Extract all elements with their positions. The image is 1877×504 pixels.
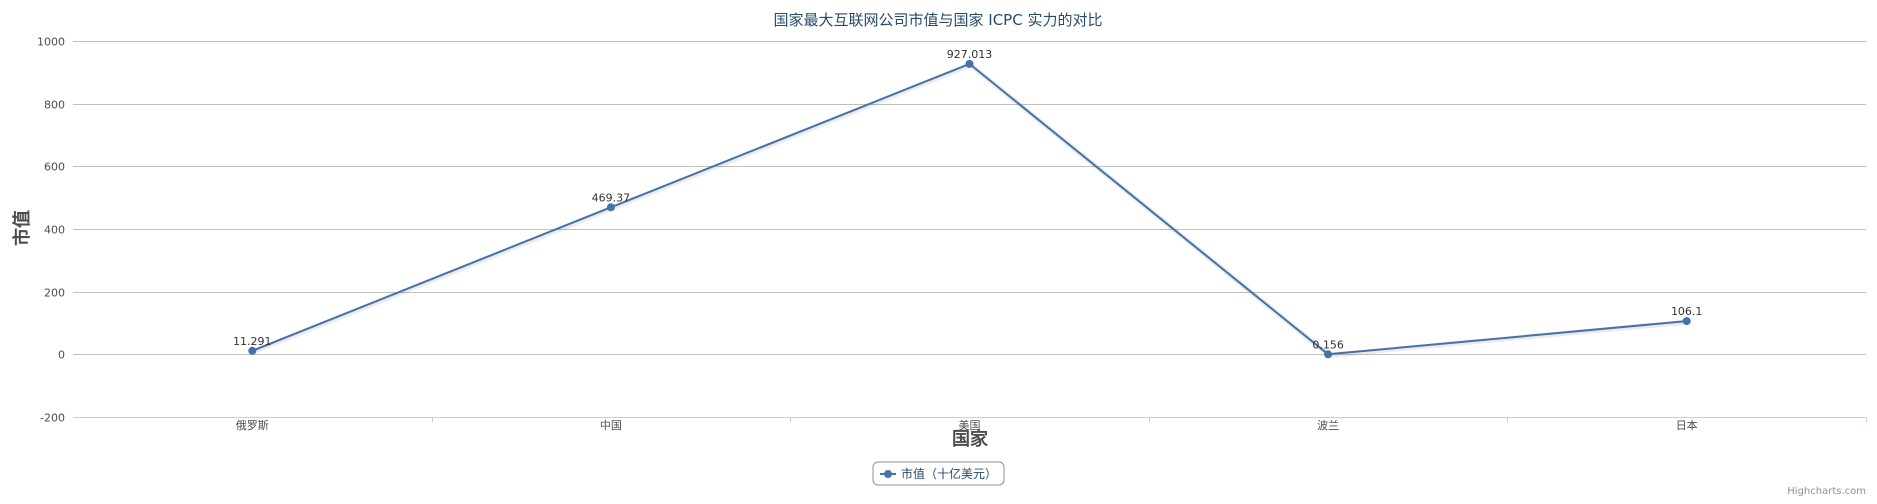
y-tick-label: 200 <box>44 287 65 300</box>
y-tick-label: 1000 <box>37 36 65 49</box>
data-label: 927.013 <box>947 48 993 61</box>
series-layer: 11.291 469.37 927.013 0.156 106.1 <box>233 48 1703 359</box>
series-line[interactable] <box>251 62 1687 356</box>
data-point[interactable] <box>606 203 615 212</box>
x-tick-label: 日本 <box>1676 418 1698 432</box>
y-tick-label: 0 <box>58 349 65 362</box>
x-tick-label: 美国 <box>959 419 981 432</box>
data-label: 11.291 <box>233 335 272 348</box>
legend-item-label[interactable]: 市值（十亿美元） <box>901 466 997 481</box>
series-line-shadow <box>252 62 1688 358</box>
legend[interactable]: 市值（十亿美元） <box>872 461 1005 486</box>
data-label: 0.156 <box>1312 338 1344 351</box>
x-tick-label: 波兰 <box>1317 419 1339 432</box>
y-tick-label: 800 <box>44 99 65 112</box>
chart-title: 国家最大互联网公司市值与国家 ICPC 实力的对比 <box>774 11 1103 29</box>
axes: -200 0 200 400 600 800 1000 俄罗斯 中国 美国 波兰 日本 <box>37 36 1867 432</box>
data-label: 469.37 <box>592 191 631 204</box>
y-tick-label: -200 <box>40 412 65 425</box>
legend-marker-symbol <box>884 470 892 478</box>
x-tick-label: 中国 <box>600 419 622 432</box>
data-point[interactable] <box>1682 317 1691 326</box>
y-axis-title: 市值 <box>11 210 33 246</box>
legend-box <box>872 461 1005 486</box>
grid-lines <box>73 41 1866 355</box>
y-tick-label: 600 <box>44 161 65 174</box>
x-axis-title: 国家 <box>952 428 989 450</box>
y-tick-label: 400 <box>44 224 65 237</box>
x-tick-label: 俄罗斯 <box>236 419 269 432</box>
data-point[interactable] <box>248 346 257 355</box>
data-label: 106.1 <box>1671 305 1703 318</box>
data-point[interactable] <box>965 59 974 68</box>
data-point[interactable] <box>1324 350 1333 359</box>
credits[interactable]: Highcharts.com <box>1787 486 1866 497</box>
